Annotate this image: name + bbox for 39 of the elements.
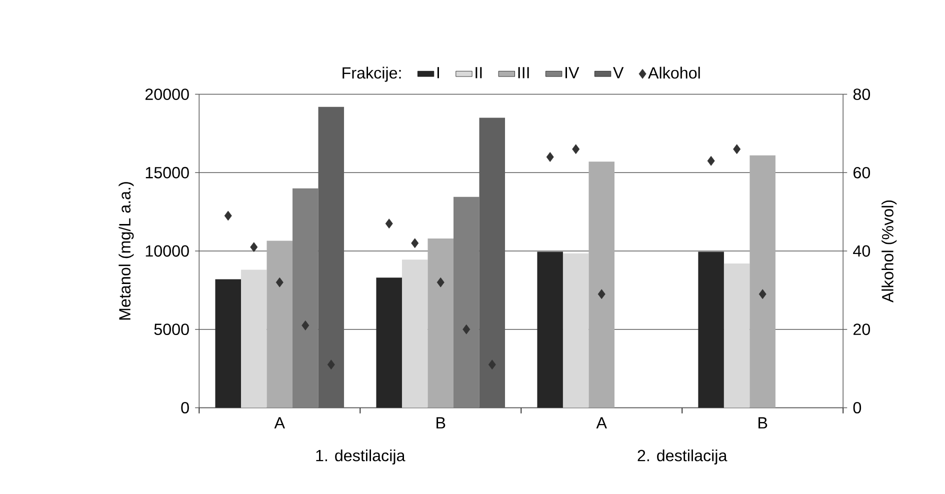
- bar: [562, 253, 589, 408]
- x-tick-label: B: [436, 417, 446, 428]
- bar: [698, 252, 724, 408]
- legend-label: IV: [565, 66, 580, 78]
- y2-tick-label: 60: [854, 166, 870, 178]
- y-tick-label: 0: [181, 402, 189, 414]
- bar: [588, 161, 614, 408]
- bar: [241, 270, 267, 408]
- y2-tick-label: 0: [853, 402, 862, 414]
- legend-label: III: [518, 66, 529, 78]
- y-tick-label: 5000: [154, 323, 189, 335]
- legend-label: I: [437, 66, 439, 78]
- legend-label: V: [613, 66, 624, 78]
- y2-tick-label: 80: [853, 88, 870, 100]
- bar: [376, 277, 402, 408]
- bar: [454, 196, 480, 408]
- x-tick-label: A: [274, 417, 285, 428]
- bar: [537, 252, 563, 408]
- bar: [402, 259, 428, 408]
- text: 1. destilacija: [316, 449, 406, 464]
- text: 2. destilacija: [638, 449, 728, 464]
- bar: [266, 240, 293, 408]
- bar: [750, 155, 776, 408]
- y2-tick-label: 20: [854, 323, 870, 335]
- y-tick-label: 20000: [145, 88, 189, 100]
- legend-label: II: [476, 66, 482, 78]
- y-tick-label: 15000: [146, 166, 189, 178]
- bar: [292, 188, 318, 408]
- legend-title: Frakcije:: [342, 66, 401, 82]
- legend-label: Alkohol: [648, 66, 700, 78]
- y2-tick-label: 40: [853, 245, 870, 257]
- bar: [215, 279, 241, 408]
- y2-axis-title: Alkohol (%vol): [882, 200, 897, 302]
- x-tick-label: A: [596, 417, 607, 428]
- y-tick-label: 10000: [146, 245, 189, 257]
- x-tick-label: B: [758, 417, 768, 428]
- y-axis-title: Metanol (mg/L a.a.): [118, 182, 134, 320]
- bar: [428, 238, 454, 408]
- bar: [724, 263, 750, 408]
